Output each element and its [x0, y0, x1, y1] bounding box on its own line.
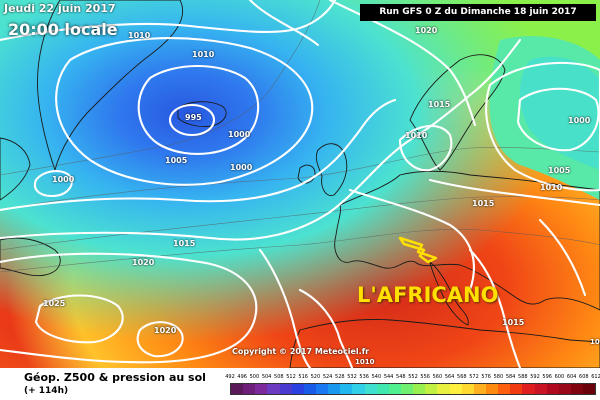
isobar-label: 1010: [128, 31, 151, 40]
color-scale-swatch: [400, 384, 414, 394]
color-scale-swatch: [413, 384, 426, 394]
color-scale-tick: 580: [493, 374, 504, 380]
color-scale-tick: 516: [298, 374, 308, 380]
color-scale-swatch: [352, 384, 365, 394]
color-scale-swatch: [255, 384, 268, 394]
color-scale-swatch: [570, 384, 584, 394]
color-scale-swatch: [461, 384, 474, 394]
color-scale-swatch: [388, 384, 401, 394]
color-scale-tick: 608: [579, 374, 589, 380]
legend-subtitle: (+ 114h): [24, 386, 69, 396]
color-scale-tick: 504: [261, 374, 272, 380]
color-scale-tick: 572: [469, 374, 479, 380]
color-scale-labels: 492 496 500 504 508 512 516 520 524 528 532 536 540 5…: [225, 374, 600, 383]
color-scale-swatch: [303, 384, 316, 394]
color-scale-tick: 564: [444, 374, 455, 380]
isobar-label: 1020: [132, 258, 155, 267]
color-scale-tick: 548: [396, 374, 406, 380]
color-scale-tick: 576: [481, 374, 491, 380]
color-scale-tick: 552: [408, 374, 418, 380]
color-scale-tick: 568: [457, 374, 467, 380]
color-scale-tick: 596: [542, 374, 552, 380]
color-scale-swatch: [546, 384, 559, 394]
color-scale-swatch: [485, 384, 499, 394]
geopotential-map: [0, 0, 600, 368]
color-scale-swatch: [558, 384, 571, 394]
color-scale-swatch: [473, 384, 486, 394]
color-scale-swatch: [449, 384, 462, 394]
isobar-label: 1010: [192, 50, 215, 59]
color-scale-tick: 540: [371, 374, 382, 380]
isobar-label: 1015: [502, 318, 525, 327]
color-scale-tick: 600: [554, 374, 565, 380]
isobar-label: 1005: [548, 166, 571, 175]
color-scale-tick: 584: [505, 374, 516, 380]
color-scale-tick: 532: [347, 374, 357, 380]
isobar-label: 995: [185, 113, 202, 122]
color-scale-bar: [230, 383, 596, 395]
isobar-label: 1010: [405, 131, 428, 140]
color-scale-tick: 604: [566, 374, 577, 380]
color-scale-swatch: [328, 384, 341, 394]
isobar-label: 1015: [173, 239, 196, 248]
callout-label: L'AFRICANO: [357, 283, 499, 307]
color-scale-swatch: [510, 384, 523, 394]
color-scale-swatch: [267, 384, 280, 394]
isobar-label: 1000: [52, 175, 75, 184]
isobar-label: 1000: [228, 130, 251, 139]
legend-title: Géop. Z500 & pression au sol: [24, 371, 206, 384]
color-scale-swatch: [243, 384, 256, 394]
color-scale-tick: 520: [310, 374, 321, 380]
copyright-notice: Copyright © 2017 Meteociel.fr: [232, 347, 370, 356]
isobar-label: 1010: [540, 183, 563, 192]
color-scale-tick: 588: [518, 374, 528, 380]
color-scale-tick: 512: [286, 374, 296, 380]
color-scale-swatch: [291, 384, 304, 394]
color-scale-swatch: [376, 384, 389, 394]
color-scale-tick: 612: [591, 374, 600, 380]
color-scale-tick: 592: [530, 374, 540, 380]
callout-arrow-icon: [398, 236, 438, 264]
color-scale-tick: 544: [383, 374, 394, 380]
color-scale-swatch: [425, 384, 438, 394]
isobar-label: 1000: [568, 116, 591, 125]
color-scale-swatch: [522, 384, 535, 394]
color-scale-swatch: [534, 384, 547, 394]
color-scale-swatch: [315, 384, 329, 394]
isobar-label: 1025: [43, 299, 66, 308]
color-scale-tick: 528: [335, 374, 345, 380]
isobar-label: 1000: [230, 163, 253, 172]
isobar-label: 1010: [355, 358, 375, 366]
color-scale-swatch: [279, 384, 292, 394]
color-scale-tick: 496: [237, 374, 247, 380]
isobar-label: 1020: [415, 26, 438, 35]
isobar-label: 1015: [472, 199, 495, 208]
isobar-label: 1015: [590, 338, 600, 346]
color-scale-swatch: [340, 384, 353, 394]
color-scale-tick: 536: [359, 374, 369, 380]
forecast-time: 20:00 locale: [8, 20, 118, 39]
color-scale-swatch: [437, 384, 450, 394]
color-scale-tick: 556: [420, 374, 430, 380]
color-scale-tick: 524: [322, 374, 333, 380]
isobar-label: 1005: [165, 156, 188, 165]
legend-footer: Géop. Z500 & pression au sol (+ 114h) 49…: [0, 368, 600, 400]
isobar-label: 1015: [428, 100, 451, 109]
color-scale-swatch: [498, 384, 511, 394]
color-scale-swatch: [231, 384, 244, 394]
isobar-label: 1020: [154, 326, 177, 335]
color-scale-swatch: [583, 384, 596, 394]
color-scale-tick: 492: [225, 374, 235, 380]
color-scale-tick: 508: [274, 374, 284, 380]
color-scale-tick: 500: [249, 374, 260, 380]
color-scale-swatch: [364, 384, 377, 394]
forecast-date: Jeudi 22 juin 2017: [4, 2, 116, 15]
run-banner: Run GFS 0 Z du Dimanche 18 juin 2017: [360, 4, 596, 21]
color-scale-tick: 560: [432, 374, 443, 380]
